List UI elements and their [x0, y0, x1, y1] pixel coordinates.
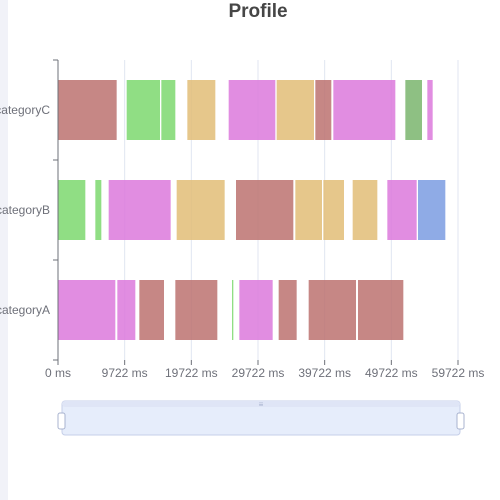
x-tick-label: 0 ms	[45, 366, 71, 380]
task-bar[interactable]	[418, 180, 446, 240]
y-tick-label: categoryC	[0, 103, 50, 117]
zoom-handle-right[interactable]	[456, 412, 465, 430]
task-bar[interactable]	[228, 80, 276, 140]
left-edge-strip	[0, 0, 8, 500]
task-bar[interactable]	[176, 180, 225, 240]
task-bar[interactable]	[58, 180, 86, 240]
y-tick-label: categoryB	[0, 203, 50, 217]
task-bar[interactable]	[58, 80, 117, 140]
task-bar[interactable]	[308, 280, 356, 340]
task-bar[interactable]	[323, 180, 344, 240]
task-bar[interactable]	[161, 80, 176, 140]
zoom-handle-left[interactable]	[57, 412, 66, 430]
task-bar[interactable]	[427, 80, 433, 140]
task-bar[interactable]	[387, 180, 417, 240]
x-tick-label: 39722 ms	[298, 366, 351, 380]
task-bar[interactable]	[58, 280, 116, 340]
task-bar[interactable]	[405, 80, 422, 140]
task-bar[interactable]	[232, 280, 234, 340]
axes	[53, 59, 459, 365]
task-bar[interactable]	[126, 80, 160, 140]
task-bar[interactable]	[187, 80, 216, 140]
task-bar[interactable]	[117, 280, 136, 340]
chart-title: Profile	[228, 1, 288, 22]
task-bar[interactable]	[352, 180, 378, 240]
task-bar[interactable]	[239, 280, 273, 340]
y-tick-label: categoryA	[0, 303, 50, 317]
task-bar[interactable]	[95, 180, 102, 240]
task-bar[interactable]	[315, 80, 332, 140]
task-bar[interactable]	[175, 280, 218, 340]
task-bar[interactable]	[358, 280, 404, 340]
task-bar[interactable]	[333, 80, 396, 140]
task-bar[interactable]	[108, 180, 171, 240]
task-bar[interactable]	[236, 180, 294, 240]
task-bar[interactable]	[295, 180, 322, 240]
data-zoom-slider[interactable]: ≡	[57, 400, 465, 436]
tick-labels: categoryA categoryB categoryC 0 ms 9722 ms 19…	[0, 103, 484, 380]
task-bar[interactable]	[139, 280, 164, 340]
zoom-grip-icon: ≡	[259, 400, 264, 409]
zoom-move-bar[interactable]	[62, 401, 460, 407]
x-tick-label: 9722 ms	[102, 366, 148, 380]
x-tick-label: 59722 ms	[432, 366, 485, 380]
task-bar[interactable]	[276, 80, 314, 140]
x-tick-label: 49722 ms	[365, 366, 418, 380]
x-tick-label: 19722 ms	[165, 366, 218, 380]
task-bar[interactable]	[278, 280, 297, 340]
x-tick-label: 29722 ms	[232, 366, 285, 380]
task-bars	[58, 80, 446, 340]
